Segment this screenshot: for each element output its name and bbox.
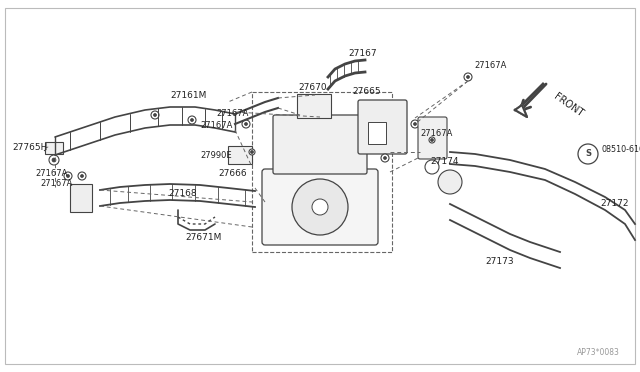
Circle shape [151,111,159,119]
Text: 27167A: 27167A [420,129,452,138]
Circle shape [64,172,72,180]
Bar [368,122,386,144]
FancyBboxPatch shape [358,100,407,154]
Circle shape [191,119,193,122]
Text: 27671M: 27671M [185,232,221,241]
Circle shape [429,137,435,143]
Text: 27167A: 27167A [200,122,232,131]
Text: 27765H: 27765H [12,142,47,151]
Text: 27167A: 27167A [216,109,248,119]
Circle shape [154,113,157,116]
FancyBboxPatch shape [228,146,252,164]
Circle shape [411,120,419,128]
Text: 27990E: 27990E [200,151,232,160]
Circle shape [425,160,439,174]
FancyBboxPatch shape [297,94,331,118]
FancyBboxPatch shape [418,117,447,159]
Bar [45,142,63,154]
Circle shape [464,73,472,81]
Circle shape [81,174,83,177]
Text: 27666: 27666 [218,170,246,179]
Text: 27174: 27174 [430,157,458,167]
Circle shape [381,154,389,162]
Circle shape [242,120,250,128]
Text: 27665: 27665 [352,87,381,96]
Circle shape [250,151,253,154]
Circle shape [78,172,86,180]
Text: 27168: 27168 [168,189,196,199]
Bar [252,92,392,252]
Circle shape [431,138,433,141]
Text: S: S [585,150,591,158]
Text: 27167A: 27167A [40,180,72,189]
Text: 27173: 27173 [485,257,514,266]
Polygon shape [515,105,527,117]
Circle shape [383,157,387,160]
Text: 27172: 27172 [600,199,628,208]
Text: 27167A: 27167A [474,61,506,71]
Text: 08510-61623: 08510-61623 [602,145,640,154]
FancyBboxPatch shape [70,184,92,212]
Text: FRONT: FRONT [552,92,585,119]
FancyBboxPatch shape [273,115,367,174]
Text: AP73*0083: AP73*0083 [577,348,620,357]
Circle shape [438,170,462,194]
FancyBboxPatch shape [262,169,378,245]
Circle shape [244,122,248,125]
Circle shape [312,199,328,215]
Circle shape [292,179,348,235]
Circle shape [67,174,70,177]
Circle shape [49,155,59,165]
Circle shape [188,116,196,124]
Circle shape [413,122,417,125]
Circle shape [52,158,56,162]
Text: 27167: 27167 [348,49,376,58]
Text: 27167A: 27167A [35,170,67,179]
Circle shape [578,144,598,164]
Circle shape [249,149,255,155]
Text: 27670: 27670 [298,83,326,92]
Circle shape [467,76,470,78]
Text: 27161M: 27161M [170,92,206,100]
